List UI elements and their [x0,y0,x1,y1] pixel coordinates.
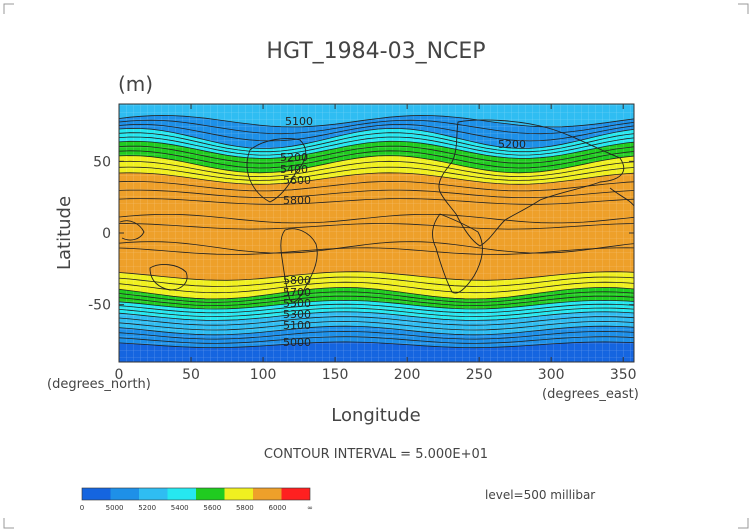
contour-line [119,241,634,254]
contour-line [119,316,634,326]
contour-line [119,311,634,321]
colorbar-swatch [281,488,310,500]
x-tick-label: 300 [538,367,565,383]
contour-line [119,189,634,198]
y-units-label: (degrees_north) [47,377,151,392]
contour-line [119,145,634,164]
y-axis-title: Latitude [54,196,75,270]
contour-line [119,287,634,300]
colorbar-swatch [167,488,196,500]
contour-value-labels: 5100 5200 5200 5400 5600 5800 5800 5700 … [280,115,526,349]
plot-area [119,104,634,362]
contour-label: 5700 [283,286,311,299]
colorbar-tick-label: ∞ [307,504,313,512]
colorbar-tick-label: 5600 [203,504,221,512]
contour-label: 5600 [283,174,311,187]
colorbar-tick-label: 5000 [106,504,124,512]
units-label: (m) [118,72,153,96]
contour-label: 5000 [283,336,311,349]
colorbar-swatch [224,488,253,500]
colorbar-swatch [139,488,168,500]
colorbar-frame [81,487,311,501]
contour-line [119,271,634,281]
contour-line [119,119,634,135]
contour-line [119,150,634,169]
contour-label: 5400 [280,163,308,176]
contour-line [119,172,634,185]
contour-line [119,325,634,336]
contour-line [119,214,634,224]
contour-line [119,303,634,314]
contour-line [119,198,634,205]
x-axis-title: Longitude [331,405,421,426]
contour-line [119,155,634,174]
contour-line [119,336,634,344]
coastlines [119,119,634,303]
contour-line [119,115,634,128]
colorbar-tick-label: 0 [80,504,84,512]
x-tick-label: 200 [394,367,421,383]
contour-label: 5800 [283,274,311,287]
x-tick-label: 50 [182,367,200,383]
contour-line [119,140,634,159]
contour-label: 5100 [285,115,313,128]
x-tick-label: 350 [610,367,637,383]
colorbar-swatch [253,488,282,500]
contour-label: 5800 [283,194,311,207]
contour-line [119,341,634,349]
contour-line [119,127,634,149]
page-corner-marks [3,3,749,529]
contour-line [119,295,634,307]
colorbar-swatch [196,488,225,500]
contour-lines [119,115,634,349]
contour-line [119,330,634,340]
contour-line [119,281,634,294]
colorbar-tick-label: 5200 [138,504,156,512]
contour-line [119,166,634,181]
contour-interval-text: CONTOUR INTERVAL = 5.000E+01 [264,447,488,462]
x-tick-label: 250 [466,367,493,383]
level-text: level=500 millibar [485,488,595,502]
x-tick-label: 0 [115,367,124,383]
x-tick-label: 150 [322,367,349,383]
contour-label: 5200 [280,151,308,164]
chart-title: HGT_1984-03_NCEP [266,39,485,64]
colorbar: 0 5000 5200 5400 5600 5800 6000 ∞ [80,487,313,512]
contour-label: 5500 [283,297,311,310]
y-tick-label: -50 [88,298,111,314]
contour-line [119,123,634,142]
y-tick-label: 50 [93,154,111,170]
contour-line [119,307,634,318]
contour-line [119,320,634,331]
contour-line [119,160,634,178]
contour-line [119,299,634,310]
contour-label: 5200 [498,138,526,151]
y-axis: -50 0 50 [88,154,634,314]
contour-label: 5100 [283,319,311,332]
x-axis: 0 50 100 150 200 250 300 350 [115,104,637,383]
colorbar-tick-label: 5400 [171,504,189,512]
contour-line [119,223,634,230]
x-units-label: (degrees_east) [542,387,639,402]
x-tick-label: 100 [250,367,277,383]
colorbar-tick-label: 5800 [236,504,254,512]
y-tick-label: 0 [102,226,111,242]
contour-line [119,136,634,156]
colorbar-swatch [82,488,111,500]
contour-line [119,291,634,303]
contour-label: 5300 [283,308,311,321]
contour-line [119,247,634,255]
contour-line [119,180,634,192]
contour-line [119,276,634,287]
colorbar-tick-label: 6000 [269,504,287,512]
colorbar-swatch [110,488,139,500]
contour-line [119,132,634,153]
